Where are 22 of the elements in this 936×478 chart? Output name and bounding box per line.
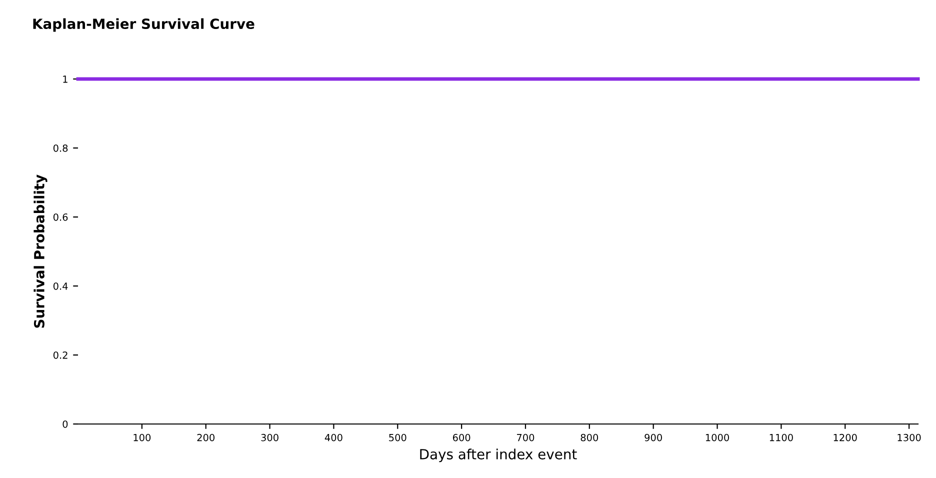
x-tick-label: 700	[517, 434, 534, 442]
y-tick-label: 0.6	[53, 213, 68, 221]
y-tick-label: 1	[63, 76, 68, 83]
y-tick-label: 0.4	[53, 282, 68, 290]
x-tick-label: 1300	[898, 434, 921, 442]
x-tick-label: 600	[452, 434, 470, 442]
x-tick-label: 300	[261, 434, 278, 442]
x-tick-label: 1000	[706, 434, 729, 442]
chart-title: Kaplan-Meier Survival Curve	[33, 18, 254, 32]
y-tick-label: 0.8	[53, 144, 68, 152]
y-axis-title: Survival Probability	[34, 174, 48, 328]
x-tick-label: 1100	[770, 434, 793, 442]
x-tick-label: 800	[580, 434, 598, 442]
x-tick-label: 200	[197, 434, 214, 442]
x-tick-label: 500	[389, 434, 406, 442]
y-tick-label: 0	[62, 420, 68, 428]
x-tick-label: 900	[644, 434, 662, 442]
x-tick-label: 1200	[834, 434, 857, 442]
x-tick-label: 400	[324, 434, 342, 442]
x-axis-title: Days after index event	[420, 448, 577, 462]
x-tick-label: 100	[134, 434, 151, 442]
y-tick-label: 0.2	[53, 351, 68, 359]
